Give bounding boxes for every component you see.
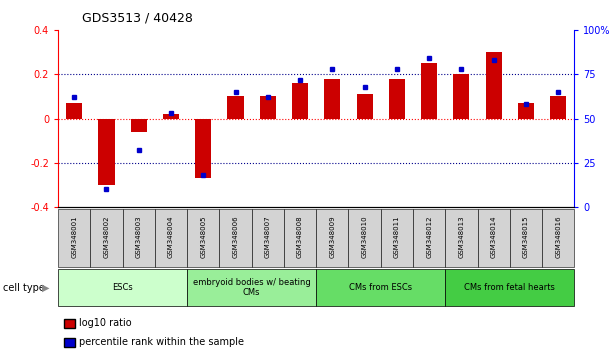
Text: GSM348013: GSM348013: [458, 216, 464, 258]
Text: GSM348004: GSM348004: [168, 216, 174, 258]
Bar: [316, 269, 445, 306]
Bar: [421, 63, 437, 119]
Bar: [518, 103, 534, 119]
Text: GSM348015: GSM348015: [523, 216, 529, 258]
Bar: [123, 209, 155, 267]
Bar: [163, 114, 179, 119]
Bar: [187, 209, 219, 267]
Bar: [445, 209, 478, 267]
Bar: [348, 209, 381, 267]
Bar: [316, 209, 348, 267]
Bar: [381, 209, 413, 267]
Text: GSM348011: GSM348011: [394, 216, 400, 258]
Text: GSM348009: GSM348009: [329, 216, 335, 258]
Text: ▶: ▶: [42, 282, 49, 293]
Bar: [260, 96, 276, 119]
Bar: [486, 52, 502, 119]
Text: cell type: cell type: [3, 282, 45, 293]
Text: GSM348012: GSM348012: [426, 216, 432, 258]
Text: GSM348006: GSM348006: [233, 216, 238, 258]
Text: percentile rank within the sample: percentile rank within the sample: [79, 337, 244, 347]
Bar: [90, 209, 123, 267]
Bar: [510, 209, 542, 267]
Bar: [550, 96, 566, 119]
Text: GSM348008: GSM348008: [297, 216, 303, 258]
Text: log10 ratio: log10 ratio: [79, 318, 132, 328]
Bar: [58, 269, 187, 306]
Text: GSM348005: GSM348005: [200, 216, 207, 258]
Bar: [252, 209, 284, 267]
Text: GDS3513 / 40428: GDS3513 / 40428: [82, 12, 193, 25]
Text: CMs from ESCs: CMs from ESCs: [349, 283, 412, 292]
Text: embryoid bodies w/ beating
CMs: embryoid bodies w/ beating CMs: [193, 278, 310, 297]
Bar: [219, 209, 252, 267]
Text: GSM348016: GSM348016: [555, 216, 562, 258]
Bar: [542, 209, 574, 267]
Bar: [413, 209, 445, 267]
Bar: [187, 269, 316, 306]
Text: GSM348002: GSM348002: [103, 216, 109, 258]
Bar: [284, 209, 316, 267]
Text: CMs from fetal hearts: CMs from fetal hearts: [464, 283, 555, 292]
Bar: [227, 96, 244, 119]
Text: GSM348001: GSM348001: [71, 216, 77, 258]
Text: GSM348014: GSM348014: [491, 216, 497, 258]
Bar: [155, 209, 187, 267]
Bar: [131, 119, 147, 132]
Text: ESCs: ESCs: [112, 283, 133, 292]
Text: GSM348007: GSM348007: [265, 216, 271, 258]
Bar: [357, 94, 373, 119]
Bar: [324, 79, 340, 119]
Bar: [66, 103, 82, 119]
Bar: [98, 119, 114, 185]
Bar: [389, 79, 405, 119]
Bar: [445, 269, 574, 306]
Text: GSM348010: GSM348010: [362, 216, 368, 258]
Bar: [195, 119, 211, 178]
Bar: [58, 209, 90, 267]
Bar: [453, 74, 469, 119]
Bar: [292, 83, 308, 119]
Text: GSM348003: GSM348003: [136, 216, 142, 258]
Bar: [478, 209, 510, 267]
